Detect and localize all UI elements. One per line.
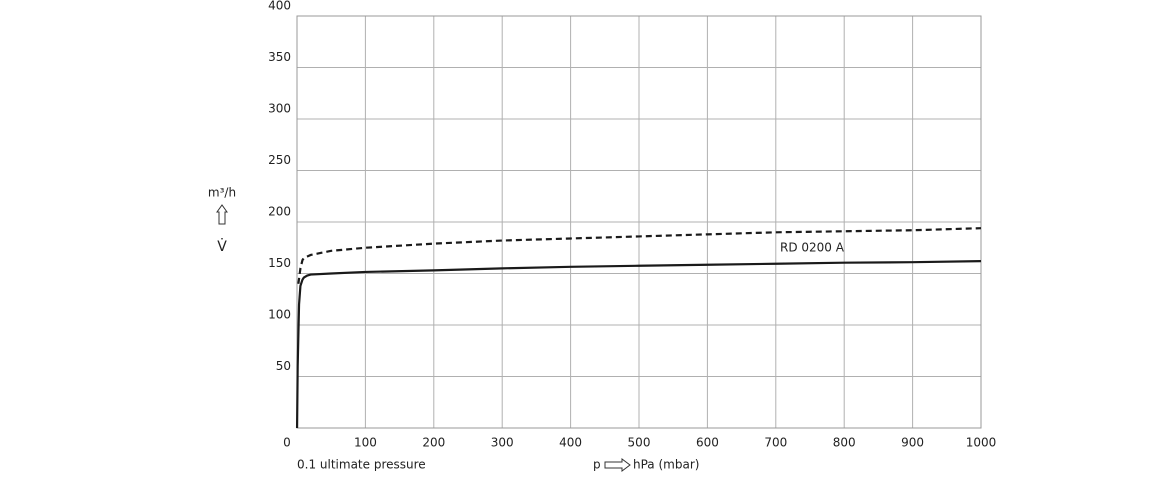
x-tick-label: 400: [559, 436, 582, 450]
x-tick-label: 100: [354, 436, 377, 450]
x-symbol: p: [593, 458, 601, 472]
y-tick-label: 350: [268, 50, 291, 64]
x-tick-label: 700: [764, 436, 787, 450]
x-arrow: [604, 458, 631, 472]
y-symbol: V̇: [217, 238, 227, 255]
y-tick-label: 150: [268, 256, 291, 270]
x-tick-label: 500: [628, 436, 651, 450]
y-tick-label: 250: [268, 153, 291, 167]
annotation: RD 0200 A: [780, 241, 845, 255]
x-note: 0.1 ultimate pressure: [297, 458, 426, 472]
x-tick-label: 200: [422, 436, 445, 450]
x-unit: hPa (mbar): [633, 458, 699, 472]
y-tick-label: 50: [276, 359, 291, 373]
y-tick-label: 100: [268, 308, 291, 322]
x-tick-label: 900: [901, 436, 924, 450]
series-line: [295, 260, 982, 429]
plot-frame: [296, 15, 982, 429]
y-tick-label: 400: [268, 0, 291, 13]
y-arrow: [216, 204, 228, 225]
y-unit: m³/h: [208, 186, 236, 200]
x-tick-label: 0: [283, 436, 291, 450]
x-tick-label: 600: [696, 436, 719, 450]
x-tick-label: 1000: [966, 436, 997, 450]
x-tick-label: 800: [833, 436, 856, 450]
x-tick-label: 300: [491, 436, 514, 450]
y-tick-label: 300: [268, 102, 291, 116]
series-line: [297, 227, 982, 284]
y-tick-label: 200: [268, 205, 291, 219]
